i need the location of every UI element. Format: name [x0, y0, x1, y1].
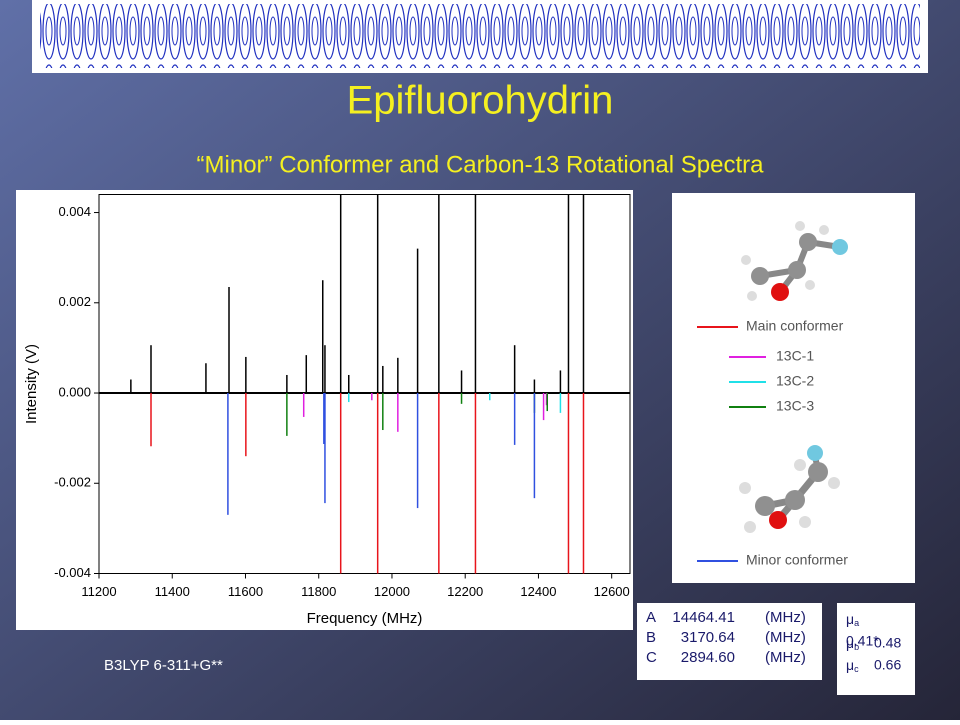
constant-unit: (MHz): [765, 649, 806, 666]
constant-label: C: [646, 649, 657, 666]
constant-value: 3170.64: [681, 629, 735, 646]
y-tick-label: 0.004: [58, 204, 91, 219]
molecule-main: [741, 221, 848, 301]
x-tick-label: 11200: [81, 584, 116, 599]
legend-label: Main conformer: [746, 318, 844, 334]
footnote: B3LYP 6-311+G**: [104, 657, 223, 674]
x-tick-label: 11400: [155, 584, 190, 599]
legend-label: Minor conformer: [746, 552, 848, 568]
dipole-value: 0.48: [874, 635, 901, 651]
y-axis-label: Intensity (V): [23, 344, 40, 424]
constant-label: B: [646, 629, 656, 646]
dipole-symbol: μ: [846, 657, 854, 673]
title: Epifluorohydrin: [347, 79, 614, 123]
x-tick-label: 12200: [447, 584, 483, 599]
y-tick-label: -0.002: [54, 475, 91, 490]
x-tick-label: 12400: [520, 584, 556, 599]
dipole-sub: a: [854, 618, 859, 628]
legend-label: 13C-3: [776, 398, 814, 414]
y-tick-label: -0.004: [54, 565, 91, 580]
dipole-label: μb: [846, 635, 859, 653]
dipole-value: 0.66: [874, 657, 901, 673]
dipole-value: 0.41*: [846, 633, 879, 649]
plot-frame: [98, 194, 631, 574]
constant-unit: (MHz): [765, 609, 806, 626]
dipoles-box: [837, 603, 915, 695]
legend-panel: [672, 193, 915, 583]
x-tick-label: 11800: [301, 584, 336, 599]
dipole-sub: b: [854, 642, 859, 652]
dipole-symbol: μ: [846, 611, 854, 627]
dipole-sub: c: [854, 664, 859, 674]
constant-label: A: [646, 609, 656, 626]
legend-label: 13C-2: [776, 373, 814, 389]
y-tick-label: 0.002: [58, 294, 91, 309]
constant-unit: (MHz): [765, 629, 806, 646]
dipole-symbol: μ: [846, 635, 854, 651]
legend-label: 13C-1: [776, 348, 814, 364]
constants-box: [637, 603, 822, 680]
dipole-label: μc: [846, 657, 859, 675]
y-tick-label: 0.000: [58, 384, 91, 399]
x-tick-label: 12000: [374, 584, 410, 599]
subtitle: “Minor” Conformer and Carbon-13 Rotation…: [197, 151, 765, 178]
x-axis-label: Frequency (MHz): [307, 610, 423, 627]
banner-pattern: [40, 4, 920, 68]
x-tick-label: 11600: [228, 584, 263, 599]
x-tick-label: 12600: [594, 584, 630, 599]
molecule-minor: [739, 445, 840, 533]
constant-value: 2894.60: [681, 649, 735, 666]
constant-value: 14464.41: [672, 609, 735, 626]
dipole-label: μa: [846, 611, 859, 629]
